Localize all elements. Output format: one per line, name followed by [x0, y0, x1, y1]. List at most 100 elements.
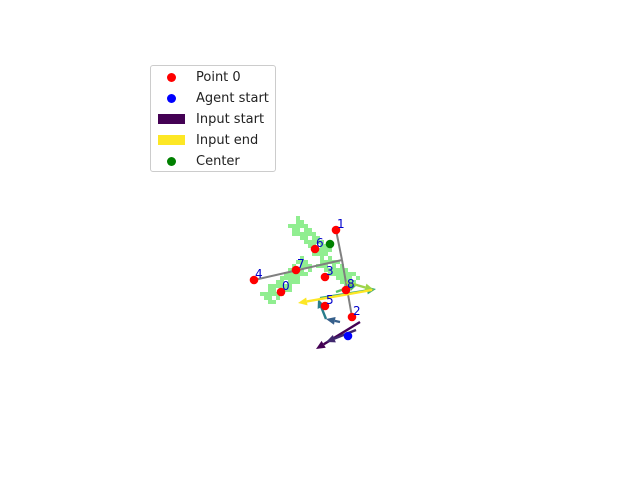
region-cell-2 — [332, 272, 336, 276]
region-cell-1 — [288, 284, 292, 288]
region-cell-2 — [352, 272, 356, 276]
region-cell-1 — [288, 268, 292, 272]
region-cell-1 — [276, 296, 280, 300]
point-label-7: 7 — [297, 257, 305, 271]
region-cell-1 — [292, 272, 296, 276]
region-cell-0 — [300, 220, 304, 224]
region-cell-1 — [304, 272, 308, 276]
legend-agent-start-marker — [166, 93, 176, 103]
region-cell-1 — [268, 292, 272, 296]
region-cell-2 — [348, 276, 352, 280]
region-cell-2 — [336, 260, 340, 264]
region-cell-1 — [296, 260, 300, 264]
region-cell-1 — [304, 260, 308, 264]
region-cell-0 — [304, 240, 308, 244]
region-cell-2 — [340, 272, 344, 276]
region-cell-0 — [288, 224, 292, 228]
region-cell-0 — [320, 240, 324, 244]
region-cell-1 — [296, 276, 300, 280]
region-cell-1 — [268, 284, 272, 288]
region-cell-2 — [344, 268, 348, 272]
region-cell-1 — [308, 268, 312, 272]
point-0 — [276, 287, 286, 297]
region-cell-2 — [340, 264, 344, 268]
legend-input-start-label: Input start — [196, 111, 265, 127]
region-cell-1 — [272, 300, 276, 304]
region-cell-1 — [300, 256, 304, 260]
legend-point-0-label: Point 0 — [196, 69, 241, 85]
input-arrow-head-7 — [298, 297, 308, 306]
region-cell-1 — [292, 264, 296, 268]
region-cell-1 — [268, 296, 272, 300]
point-6 — [310, 244, 320, 254]
region-cell-0 — [292, 224, 296, 228]
region-cell-2 — [328, 272, 332, 276]
region-cell-0 — [292, 232, 296, 236]
region-cell-1 — [280, 280, 284, 284]
region-cell-0 — [300, 236, 304, 240]
region-cell-1 — [292, 276, 296, 280]
legend-input-start-patch — [157, 114, 185, 124]
legend-item-point-0: Point 0 — [157, 68, 241, 86]
region-cell-2 — [348, 272, 352, 276]
point-8 — [341, 285, 351, 295]
legend-input-end-patch — [157, 135, 185, 145]
region-cell-0 — [304, 232, 308, 236]
region-cell-1 — [288, 280, 292, 284]
region-cell-2 — [324, 264, 328, 268]
region-cell-2 — [340, 280, 344, 284]
region-cell-0 — [304, 224, 308, 228]
region-cell-0 — [320, 252, 324, 256]
region-cell-1 — [276, 284, 280, 288]
legend-item-agent-start: Agent start — [157, 89, 269, 107]
region-cell-1 — [272, 288, 276, 292]
region-cell-0 — [324, 248, 328, 252]
green-region-layer — [260, 216, 360, 304]
region-cell-0 — [312, 252, 316, 256]
point-label-6: 6 — [316, 236, 324, 250]
region-cell-1 — [272, 292, 276, 296]
region-cell-2 — [336, 272, 340, 276]
region-cell-0 — [328, 248, 332, 252]
legend: Point 0 Agent start Input start Input en… — [150, 65, 276, 172]
region-cell-0 — [324, 244, 328, 248]
region-cell-2 — [324, 260, 328, 264]
center-point — [325, 239, 335, 249]
region-cell-2 — [332, 264, 336, 268]
point-layer — [249, 225, 357, 341]
input-arrow-head-2 — [326, 316, 336, 325]
region-cell-1 — [280, 276, 284, 280]
region-cell-0 — [296, 228, 300, 232]
region-cell-0 — [312, 236, 316, 240]
region-cell-1 — [300, 260, 304, 264]
legend-center-label: Center — [196, 153, 240, 169]
region-cell-1 — [296, 272, 300, 276]
region-cell-0 — [304, 228, 308, 232]
region-cell-1 — [288, 288, 292, 292]
region-cell-1 — [284, 272, 288, 276]
legend-point-0-marker — [166, 72, 176, 82]
region-cell-0 — [320, 244, 324, 248]
region-cell-0 — [292, 228, 296, 232]
region-cell-2 — [328, 256, 332, 260]
region-cell-1 — [276, 280, 280, 284]
input-arrow-6 — [345, 280, 366, 289]
region-cell-1 — [304, 264, 308, 268]
region-cell-2 — [320, 260, 324, 264]
point-4 — [249, 275, 259, 285]
skeleton-edge-1 — [335, 229, 343, 261]
region-cell-1 — [288, 272, 292, 276]
region-cell-0 — [308, 228, 312, 232]
region-cell-0 — [316, 252, 320, 256]
region-cell-1 — [292, 280, 296, 284]
point-label-0: 0 — [282, 279, 290, 293]
point-label-layer: 0 1 2 3 4 5 67 8 — [255, 217, 361, 318]
input-arrow-7 — [306, 288, 373, 303]
region-cell-0 — [308, 240, 312, 244]
legend-item-input-end: Input end — [157, 131, 258, 149]
region-cell-0 — [300, 232, 304, 236]
point-2 — [347, 312, 357, 322]
region-cell-0 — [312, 240, 316, 244]
input-arrow-head-1 — [326, 334, 336, 343]
